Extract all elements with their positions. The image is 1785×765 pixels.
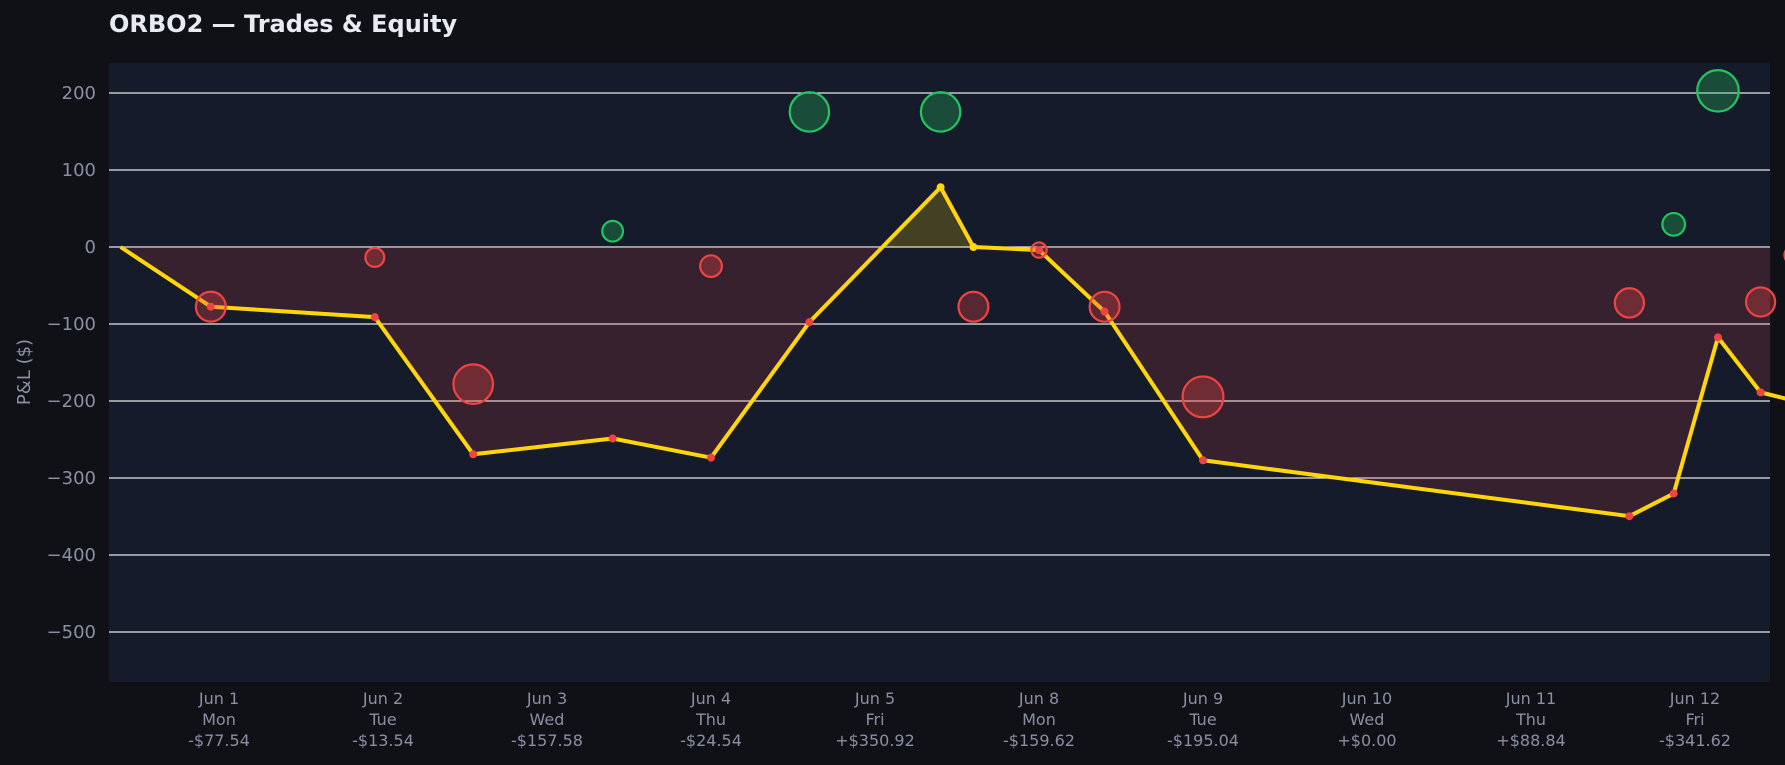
y-tick-label: −100 — [47, 314, 96, 335]
equity-point — [469, 450, 478, 459]
x-weekday-label: Thu — [1515, 710, 1546, 729]
x-pnl-label: -$341.62 — [1659, 731, 1731, 750]
x-pnl-label: -$13.54 — [352, 731, 414, 750]
x-pnl-label: -$24.54 — [680, 731, 742, 750]
x-weekday-label: Wed — [1350, 710, 1385, 729]
equity-point — [1199, 456, 1207, 465]
equity-point — [936, 183, 945, 192]
x-date-label: Jun 8 — [1018, 689, 1059, 708]
y-tick-label: 0 — [85, 237, 96, 258]
x-weekday-label: Tue — [368, 710, 396, 729]
losing-trade-marker — [452, 363, 495, 406]
winning-trade-marker — [1661, 211, 1687, 237]
x-pnl-label: +$88.84 — [1496, 731, 1565, 750]
x-date-label: Jun 9 — [1182, 689, 1223, 708]
losing-trade-marker — [957, 290, 990, 323]
x-date-label: Jun 11 — [1505, 689, 1556, 708]
chart-title: ORBO2 — Trades & Equity — [109, 10, 458, 38]
x-weekday-label: Wed — [530, 710, 565, 729]
winning-trade-marker — [919, 91, 962, 133]
x-date-label: Jun 1 — [198, 689, 239, 708]
x-pnl-label: -$159.62 — [1003, 731, 1075, 750]
losing-trade-marker — [1181, 375, 1225, 419]
equity-point — [969, 243, 978, 251]
losing-trade-marker — [699, 254, 723, 279]
x-weekday-label: Thu — [695, 710, 726, 729]
losing-trade-marker — [1088, 290, 1121, 323]
x-weekday-label: Fri — [865, 710, 884, 729]
equity-point — [1100, 307, 1109, 316]
equity-point — [1035, 246, 1043, 255]
x-date-label: Jun 12 — [1669, 689, 1720, 708]
x-date-label: Jun 10 — [1341, 689, 1392, 708]
x-date-label: Jun 2 — [362, 689, 403, 708]
x-pnl-label: +$350.92 — [835, 731, 915, 750]
equity-point — [1756, 388, 1765, 397]
losing-trade-marker — [1613, 287, 1646, 319]
equity-point — [1713, 333, 1722, 342]
equity-point — [1625, 512, 1634, 521]
y-axis-ticks: 200 100 0 −100 −200 −300 −400 −500 — [47, 83, 96, 643]
y-axis-label: P&L ($) — [14, 339, 35, 405]
equity-point — [206, 302, 215, 311]
x-weekday-label: Fri — [1685, 710, 1704, 729]
x-axis-labels: Jun 1 Mon -$77.54 Jun 2 Tue -$13.54 Jun 3 Wed -$… — [188, 689, 1731, 750]
equity-points — [206, 183, 1765, 521]
x-pnl-label: -$157.58 — [511, 731, 583, 750]
trade-markers — [194, 69, 1785, 419]
losing-trade-marker — [364, 246, 386, 268]
x-pnl-label: -$195.04 — [1167, 731, 1239, 750]
x-date-label: Jun 3 — [526, 689, 567, 708]
x-weekday-label: Tue — [1188, 710, 1216, 729]
y-tick-label: −400 — [47, 545, 96, 566]
winning-trade-marker — [788, 91, 831, 133]
profit-area — [120, 187, 1770, 247]
drawdown-area — [120, 247, 1770, 517]
y-tick-label: 200 — [62, 83, 96, 104]
x-pnl-label: +$0.00 — [1337, 731, 1396, 750]
y-tick-label: −500 — [47, 622, 96, 643]
y-tick-label: −300 — [47, 468, 96, 489]
equity-point — [370, 313, 379, 322]
x-weekday-label: Mon — [1022, 710, 1056, 729]
equity-point — [805, 318, 814, 327]
winning-trade-marker — [1696, 69, 1740, 113]
y-tick-label: −200 — [47, 391, 96, 412]
x-pnl-label: -$77.54 — [188, 731, 250, 750]
equity-fill — [120, 187, 1770, 517]
x-date-label: Jun 5 — [854, 689, 895, 708]
winning-trade-marker — [601, 219, 625, 243]
plot-area — [109, 63, 1770, 682]
grid-lines — [109, 92, 1770, 633]
losing-trade-marker — [1744, 286, 1777, 318]
equity-point — [707, 453, 715, 462]
x-date-label: Jun 4 — [690, 689, 731, 708]
equity-point — [1669, 489, 1678, 498]
equity-point — [608, 434, 617, 443]
x-weekday-label: Mon — [202, 710, 236, 729]
y-tick-label: 100 — [62, 160, 96, 181]
